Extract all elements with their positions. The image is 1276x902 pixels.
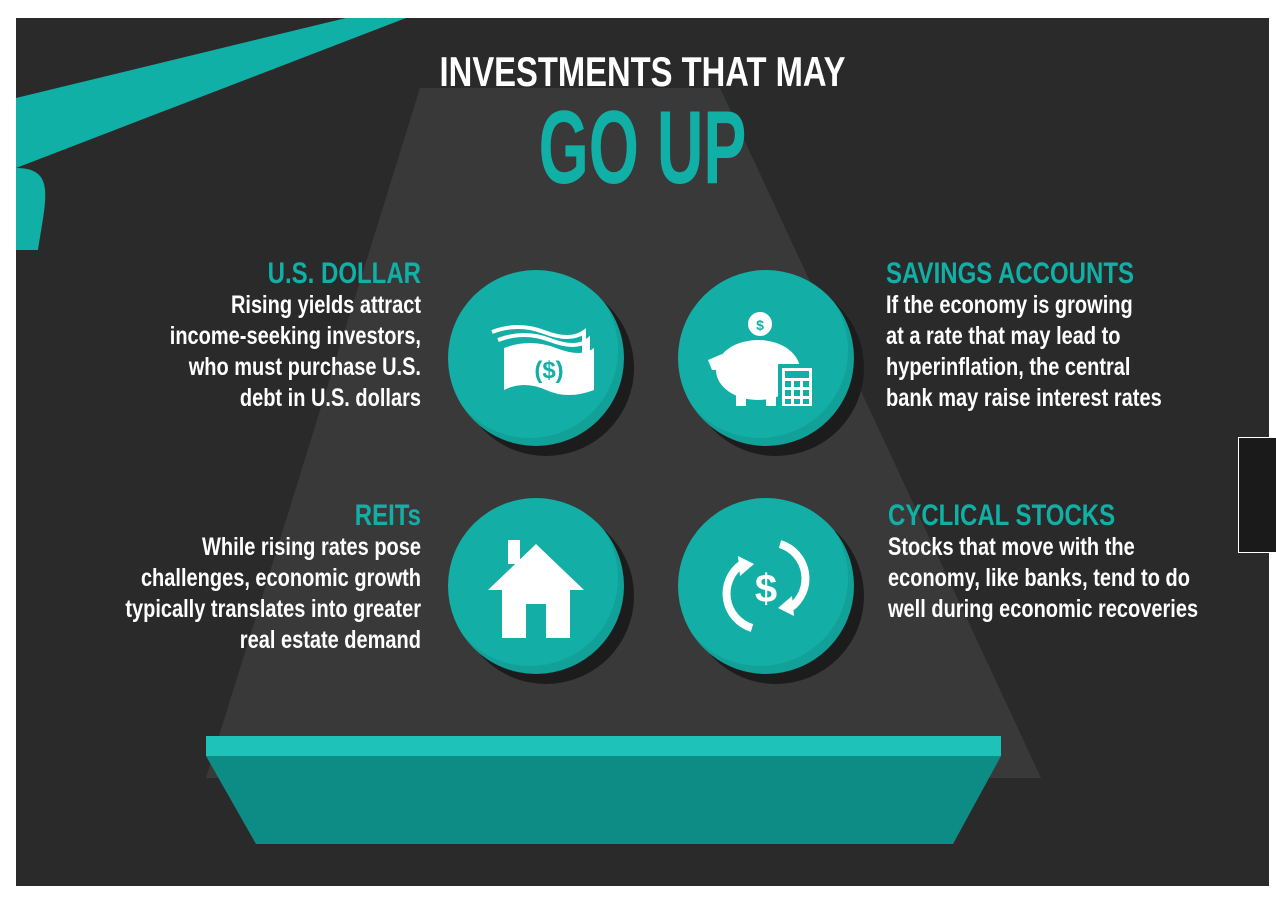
item-line: economy, like banks, tend to do [888,564,1190,592]
teal-diagonal-band [16,18,406,168]
item-line: bank may raise interest rates [886,384,1162,412]
item-line: real estate demand [239,626,421,654]
dollar-cycle-icon: $ [678,498,854,674]
item-savings-accounts: SAVINGS ACCOUNTS If the economy is growi… [886,258,1246,414]
item-line: well during economic recoveries [888,595,1199,623]
infographic-canvas: INVESTMENTS THAT MAY GO UP U.S. DOLLAR R… [16,18,1269,886]
item-line: typically translates into greater [125,595,421,623]
item-line: While rising rates pose [202,533,421,561]
house-icon [448,498,624,674]
item-line: challenges, economic growth [140,564,421,592]
item-line: If the economy is growing [886,291,1133,319]
teal-curve [16,168,46,250]
item-heading: SAVINGS ACCOUNTS [886,257,1135,290]
item-heading: U.S. DOLLAR [267,257,421,290]
item-us-dollar: U.S. DOLLAR Rising yields attract income… [81,258,421,414]
piggy-bank-calculator-icon: $ [678,270,854,446]
item-reits: REITs While rising rates pose challenges… [81,500,421,656]
title-line-2: GO UP [538,90,747,206]
svg-text:($): ($) [534,357,563,384]
item-line: hyperinflation, the central [886,353,1131,381]
pedestal-top [206,736,1001,756]
item-heading: CYCLICAL STOCKS [888,499,1116,532]
item-line: income-seeking investors, [169,322,421,350]
money-bills-icon: ($) [448,270,624,446]
svg-text:$: $ [755,567,777,611]
title-line-1: INVESTMENTS THAT MAY [439,48,846,95]
item-line: Rising yields attract [230,291,421,319]
item-line: at a rate that may lead to [886,322,1121,350]
item-line: debt in U.S. dollars [239,384,421,412]
item-line: Stocks that move with the [888,533,1135,561]
svg-text:$: $ [756,317,764,333]
item-cyclical-stocks: CYCLICAL STOCKS Stocks that move with th… [888,500,1256,625]
pedestal-base [206,756,1001,844]
item-line: who must purchase U.S. [188,353,421,381]
edge-panel [1238,437,1276,553]
item-heading: REITs [354,499,421,532]
